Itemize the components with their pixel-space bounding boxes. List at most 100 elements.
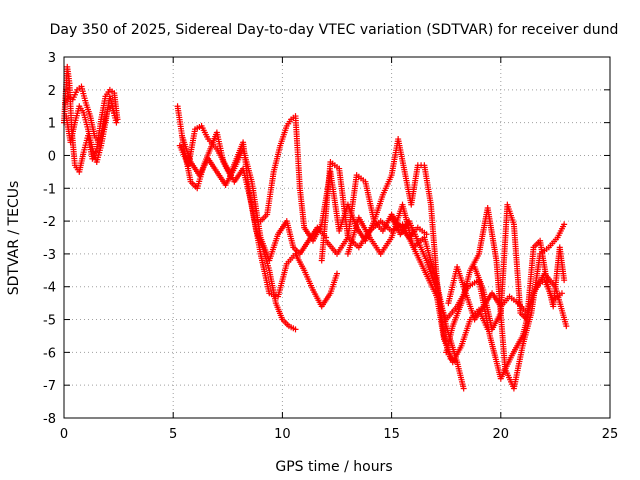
data-point-trail bbox=[355, 173, 367, 184]
data-point-trail bbox=[107, 95, 117, 114]
y-tick-label: 1 bbox=[48, 117, 56, 132]
data-point bbox=[292, 326, 299, 333]
data-point-trail bbox=[476, 308, 490, 331]
data-point-trail bbox=[73, 164, 81, 173]
data-point bbox=[334, 270, 340, 277]
x-tick-label: 15 bbox=[383, 427, 400, 442]
data-point-trail bbox=[547, 236, 559, 249]
y-tick-label: -1 bbox=[43, 182, 56, 197]
data-point-trail bbox=[277, 125, 290, 147]
y-tick-label: 2 bbox=[48, 84, 56, 99]
series-track-f bbox=[178, 132, 330, 264]
data-point-trail bbox=[249, 203, 264, 255]
data-point-trail bbox=[395, 138, 408, 173]
series-track-n bbox=[388, 214, 491, 366]
data-point-trail bbox=[96, 125, 106, 143]
data-point-trail bbox=[557, 246, 567, 281]
data-point-trail bbox=[63, 95, 71, 104]
data-point-trail bbox=[81, 112, 91, 130]
data-point-trail bbox=[379, 219, 393, 233]
data-point-trail bbox=[329, 160, 340, 170]
data-point bbox=[113, 119, 120, 126]
data-point-trail bbox=[214, 147, 228, 167]
data-point-trail bbox=[421, 164, 434, 206]
data-point-trail bbox=[327, 171, 342, 232]
data-point-trail bbox=[318, 161, 334, 262]
data-point-trail bbox=[284, 220, 296, 249]
data-point-trail bbox=[79, 85, 89, 104]
data-point-trail bbox=[249, 180, 264, 239]
y-tick-label: -2 bbox=[43, 215, 56, 230]
data-points-layer bbox=[61, 63, 570, 392]
data-point-trail bbox=[424, 259, 438, 288]
data-point-trail bbox=[511, 345, 526, 390]
data-point bbox=[423, 231, 430, 238]
data-point-trail bbox=[368, 219, 382, 233]
data-point-trail bbox=[240, 167, 255, 206]
data-point-trail bbox=[532, 239, 542, 249]
data-point-trail bbox=[199, 125, 211, 140]
data-point-trail bbox=[555, 223, 567, 239]
data-point-trail bbox=[324, 239, 339, 256]
data-point-trail bbox=[319, 292, 333, 308]
data-point-trail bbox=[206, 157, 219, 173]
data-point-trail bbox=[380, 174, 394, 196]
grid-layer bbox=[64, 57, 610, 418]
data-point-trail bbox=[64, 66, 73, 84]
data-point-trail bbox=[487, 335, 504, 380]
data-point-trail bbox=[288, 324, 297, 332]
data-point-trail bbox=[271, 144, 283, 173]
data-point-trail bbox=[292, 115, 303, 190]
data-point-trail bbox=[264, 171, 277, 216]
x-axis-label: GPS time / hours bbox=[275, 459, 392, 475]
data-point-trail bbox=[268, 291, 279, 299]
data-point-trail bbox=[267, 233, 281, 262]
y-tick-label: 3 bbox=[48, 51, 56, 66]
data-point-trail bbox=[467, 278, 480, 289]
data-point-trail bbox=[298, 239, 311, 256]
data-point-trail bbox=[240, 148, 255, 183]
data-point-trail bbox=[472, 266, 486, 291]
x-tick-label: 0 bbox=[60, 427, 68, 442]
data-point-trail bbox=[454, 361, 467, 390]
data-point-trail bbox=[297, 187, 307, 229]
data-point-trail bbox=[275, 262, 290, 298]
data-point-trail bbox=[444, 305, 459, 321]
plot-frame bbox=[63, 56, 611, 419]
data-point-trail bbox=[93, 134, 101, 144]
data-point-trail bbox=[459, 318, 473, 347]
data-point-trail bbox=[459, 269, 473, 304]
data-point-trail bbox=[94, 144, 104, 163]
data-point-trail bbox=[505, 203, 517, 226]
data-point-trail bbox=[83, 102, 93, 117]
data-point-trail bbox=[480, 289, 495, 331]
data-point-trail bbox=[511, 223, 524, 314]
series-track-i bbox=[323, 218, 467, 392]
data-point-trail bbox=[432, 285, 447, 341]
series-track-e bbox=[176, 122, 340, 310]
data-point-trail bbox=[497, 203, 511, 314]
data-point-trail bbox=[345, 216, 362, 255]
data-point-trail bbox=[519, 311, 529, 321]
data-point-trail bbox=[179, 134, 193, 163]
data-point-trail bbox=[407, 220, 420, 242]
data-point-trail bbox=[468, 252, 481, 272]
data-point-trail bbox=[450, 302, 464, 328]
y-tick-label: -4 bbox=[43, 281, 56, 296]
data-point-trail bbox=[77, 105, 86, 114]
data-point-trail bbox=[335, 236, 350, 255]
data-point-trail bbox=[311, 223, 324, 242]
data-point-trail bbox=[258, 236, 272, 262]
data-point-trail bbox=[281, 318, 291, 328]
data-point-trail bbox=[185, 128, 198, 167]
data-point-trail bbox=[428, 203, 441, 288]
data-point bbox=[111, 109, 118, 116]
data-point-trail bbox=[189, 180, 199, 190]
series-track-m bbox=[471, 201, 568, 333]
data-point-trail bbox=[421, 236, 438, 278]
data-point-trail bbox=[103, 89, 112, 98]
data-point-trail bbox=[528, 253, 543, 314]
data-point-trail bbox=[223, 167, 237, 186]
y-tick-label: -5 bbox=[43, 314, 56, 329]
